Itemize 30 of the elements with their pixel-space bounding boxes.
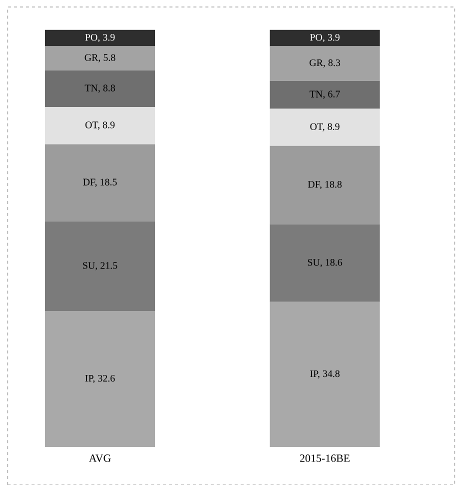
bar: [45, 30, 156, 46]
data-label: IP, 34.8: [310, 370, 340, 379]
bar: [45, 144, 156, 222]
bar: [45, 46, 156, 70]
data-label: DF, 18.5: [83, 178, 117, 187]
data-label: DF, 18.8: [308, 181, 342, 190]
data-label: TN, 8.8: [84, 84, 115, 93]
x-tick-label: 2015-16BE: [300, 454, 350, 462]
x-tick-label: AVG: [88, 454, 111, 462]
data-label: PO, 3.9: [85, 34, 115, 42]
data-label: PO, 3.9: [310, 34, 340, 42]
data-label: SU, 21.5: [83, 262, 118, 270]
bar: [45, 311, 156, 447]
data-label: OT, 8.9: [85, 122, 115, 130]
data-label: IP, 32.6: [85, 374, 115, 384]
bar: [45, 70, 156, 108]
bar: [270, 80, 380, 109]
bar: [270, 146, 380, 224]
data-label: GR, 8.3: [310, 59, 340, 68]
data-label: SU, 18.6: [308, 258, 342, 268]
bar: [270, 30, 380, 46]
data-label: OT, 8.9: [310, 123, 340, 132]
bar: [270, 302, 380, 447]
data-label: TN, 6.7: [310, 90, 340, 99]
bar: [270, 224, 380, 302]
bar: [270, 46, 380, 81]
data-label: GR, 5.8: [84, 54, 116, 62]
bar: [270, 108, 380, 146]
bar: [45, 107, 156, 144]
bar: [45, 221, 156, 312]
